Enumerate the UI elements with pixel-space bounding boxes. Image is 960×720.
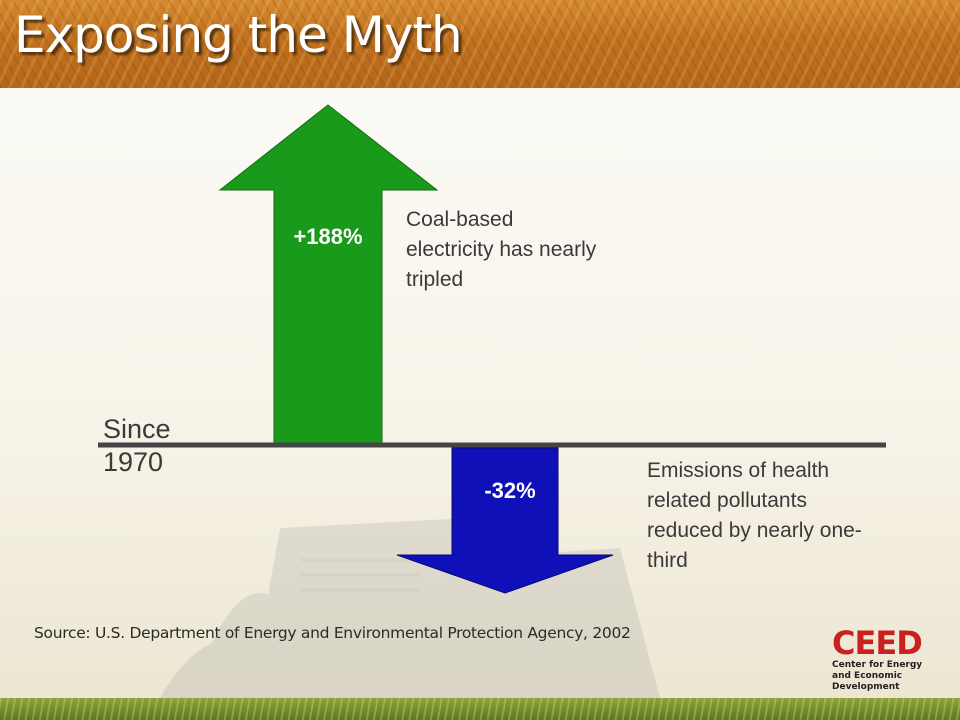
- increase-description: Coal-based electricity has nearly triple…: [406, 208, 597, 291]
- grass-footer-band: [0, 698, 960, 720]
- increase-value: +188%: [293, 224, 363, 249]
- title-banner: Exposing the Myth: [0, 0, 960, 88]
- decrease-value: -32%: [484, 478, 536, 503]
- increase-arrow: [218, 104, 439, 446]
- change-arrows: [98, 104, 886, 594]
- logo-mark: CEED: [832, 624, 923, 662]
- baseline-label: Since 1970: [103, 414, 171, 477]
- slide-body: [0, 88, 960, 698]
- cooling-tower-shape: [190, 593, 330, 698]
- slide-title: Exposing the Myth: [14, 6, 463, 64]
- decrease-description: Emissions of health related pollutants r…: [647, 459, 862, 572]
- source-citation: Source: U.S. Department of Energy and En…: [34, 624, 631, 642]
- decrease-arrow: [396, 447, 614, 594]
- ceed-logo: CEED Center for Energy and Economic Deve…: [828, 626, 944, 694]
- logo-subtitle: Center for Energy and Economic Developme…: [832, 660, 923, 692]
